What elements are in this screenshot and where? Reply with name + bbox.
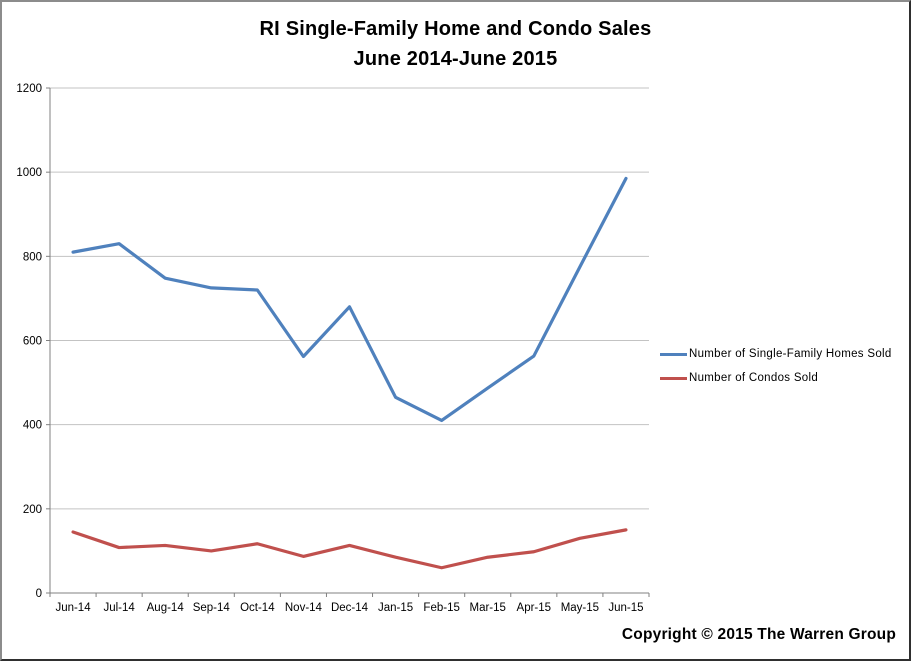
x-axis-tick-label: Jun-15 [608,602,643,614]
x-axis-tick-label: Dec-14 [331,602,369,614]
y-axis-tick-label: 400 [23,420,42,432]
x-axis-tick-label: May-15 [561,602,599,614]
y-axis-tick-label: 1000 [16,167,42,179]
y-axis-tick-label: 800 [23,251,42,263]
chart-title-line2: June 2014-June 2015 [353,48,558,70]
chart-title-line1: RI Single-Family Home and Condo Sales [259,18,652,40]
x-axis-tick-label: Mar-15 [470,602,506,614]
y-axis-tick-label: 0 [36,588,42,600]
series-line-1 [71,528,628,570]
legend-label: Number of Single-Family Homes Sold [689,348,892,360]
chart-title: RI Single-Family Home and Condo Sales Ju… [2,14,909,74]
y-axis-tick-label: 600 [23,336,42,348]
series-line-0 [71,176,628,423]
x-axis-tick-label: Jul-14 [103,602,135,614]
x-axis-tick-label: Jun-14 [55,602,91,614]
x-axis-tick-label: Nov-14 [285,602,323,614]
x-axis-tick-label: Oct-14 [240,602,275,614]
y-axis-tick-label: 1200 [16,83,42,95]
legend-label: Number of Condos Sold [689,372,819,384]
x-axis-tick-label: Apr-15 [517,602,552,614]
x-axis-tick-label: Sep-14 [193,602,231,614]
x-axis-tick-label: Jan-15 [378,602,413,614]
legend-line-sample [660,352,687,356]
x-axis-tick-label: Aug-14 [147,602,185,614]
copyright-text: Copyright © 2015 The Warren Group [621,626,896,643]
y-axis-tick-label: 200 [23,504,42,516]
legend-item-1: Number of Condos Sold [660,372,892,384]
x-axis-tick-label: Feb-15 [423,602,459,614]
legend-item-0: Number of Single-Family Homes Sold [660,348,892,360]
chart-legend: Number of Single-Family Homes Sold Number… [660,348,892,384]
legend-line-sample [660,376,687,380]
